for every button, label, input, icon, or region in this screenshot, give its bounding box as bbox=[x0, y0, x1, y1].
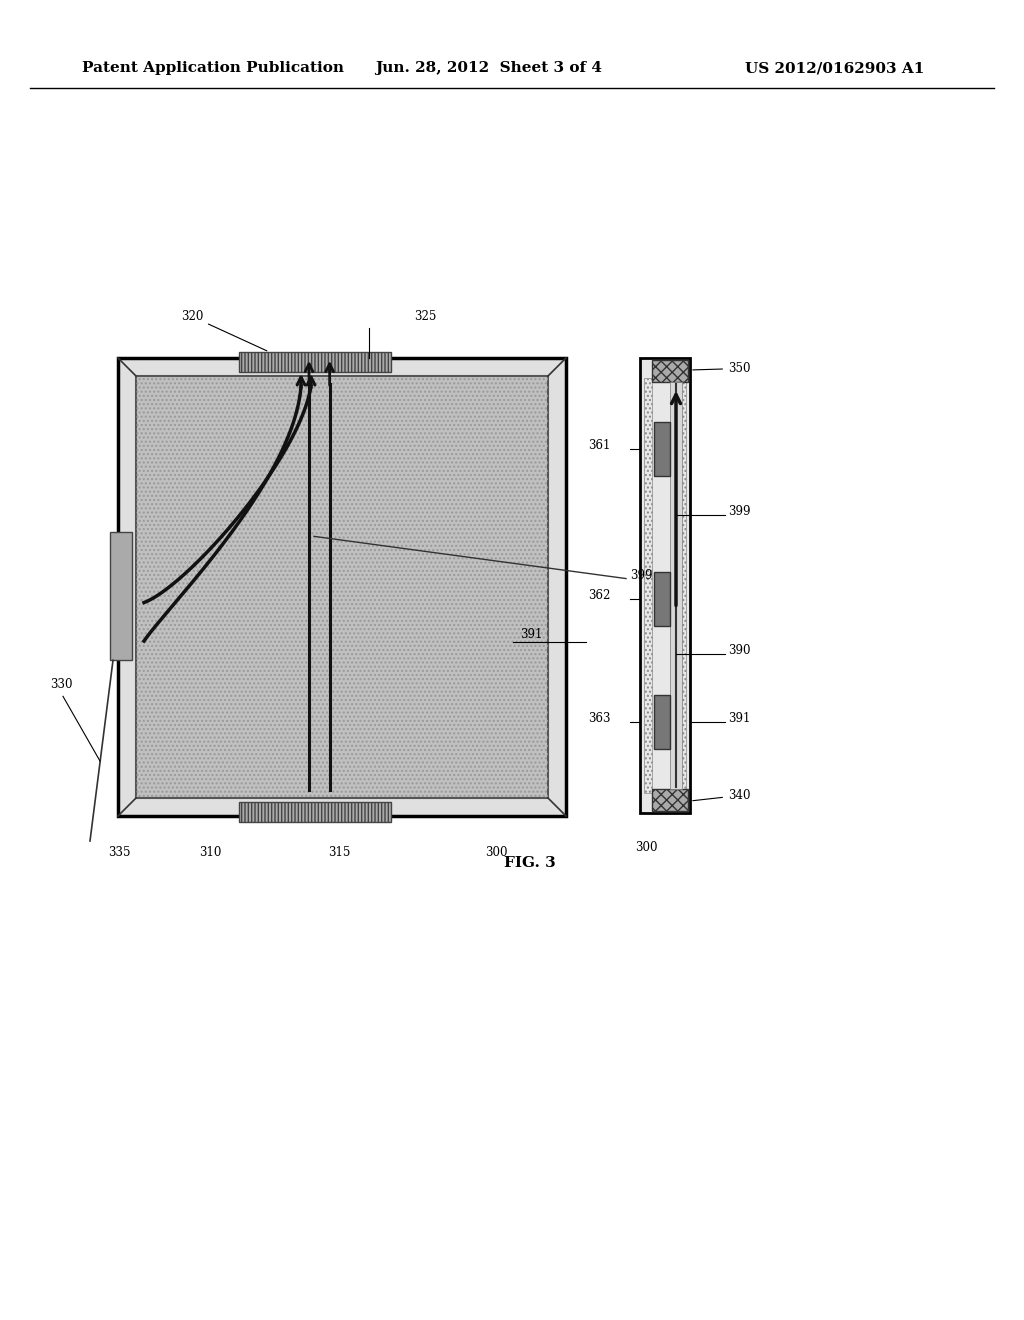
Bar bbox=[136, 376, 548, 799]
Text: 390: 390 bbox=[728, 644, 751, 657]
Bar bbox=[239, 803, 391, 822]
Text: 399: 399 bbox=[630, 569, 652, 582]
Text: 310: 310 bbox=[199, 846, 221, 859]
Bar bbox=[136, 376, 548, 799]
Bar bbox=[118, 358, 566, 816]
Bar bbox=[239, 352, 391, 372]
Text: 315: 315 bbox=[329, 846, 351, 859]
Text: 340: 340 bbox=[693, 789, 751, 803]
Text: 300: 300 bbox=[635, 841, 657, 854]
Text: 325: 325 bbox=[414, 310, 436, 323]
Bar bbox=[654, 421, 670, 477]
Bar bbox=[654, 694, 670, 750]
Text: 362: 362 bbox=[588, 589, 610, 602]
Text: 391: 391 bbox=[520, 627, 543, 640]
Text: 300: 300 bbox=[485, 846, 508, 859]
Bar bbox=[670, 381, 682, 789]
Text: US 2012/0162903 A1: US 2012/0162903 A1 bbox=[745, 61, 925, 75]
Bar bbox=[676, 378, 686, 793]
Text: 335: 335 bbox=[108, 846, 130, 859]
Text: 330: 330 bbox=[50, 677, 73, 690]
Bar bbox=[640, 358, 690, 813]
Text: FIG. 3: FIG. 3 bbox=[504, 855, 556, 870]
Text: 391: 391 bbox=[728, 711, 751, 725]
Text: 361: 361 bbox=[588, 440, 610, 451]
Bar bbox=[644, 378, 652, 793]
Text: Jun. 28, 2012  Sheet 3 of 4: Jun. 28, 2012 Sheet 3 of 4 bbox=[375, 61, 602, 75]
Text: 320: 320 bbox=[180, 310, 267, 351]
Bar bbox=[654, 572, 670, 627]
Bar bbox=[652, 360, 688, 381]
Text: 399: 399 bbox=[728, 504, 751, 517]
Text: 363: 363 bbox=[588, 711, 610, 725]
Text: 350: 350 bbox=[693, 362, 751, 375]
Bar bbox=[652, 789, 688, 810]
Bar bbox=[110, 532, 132, 660]
Text: Patent Application Publication: Patent Application Publication bbox=[82, 61, 344, 75]
